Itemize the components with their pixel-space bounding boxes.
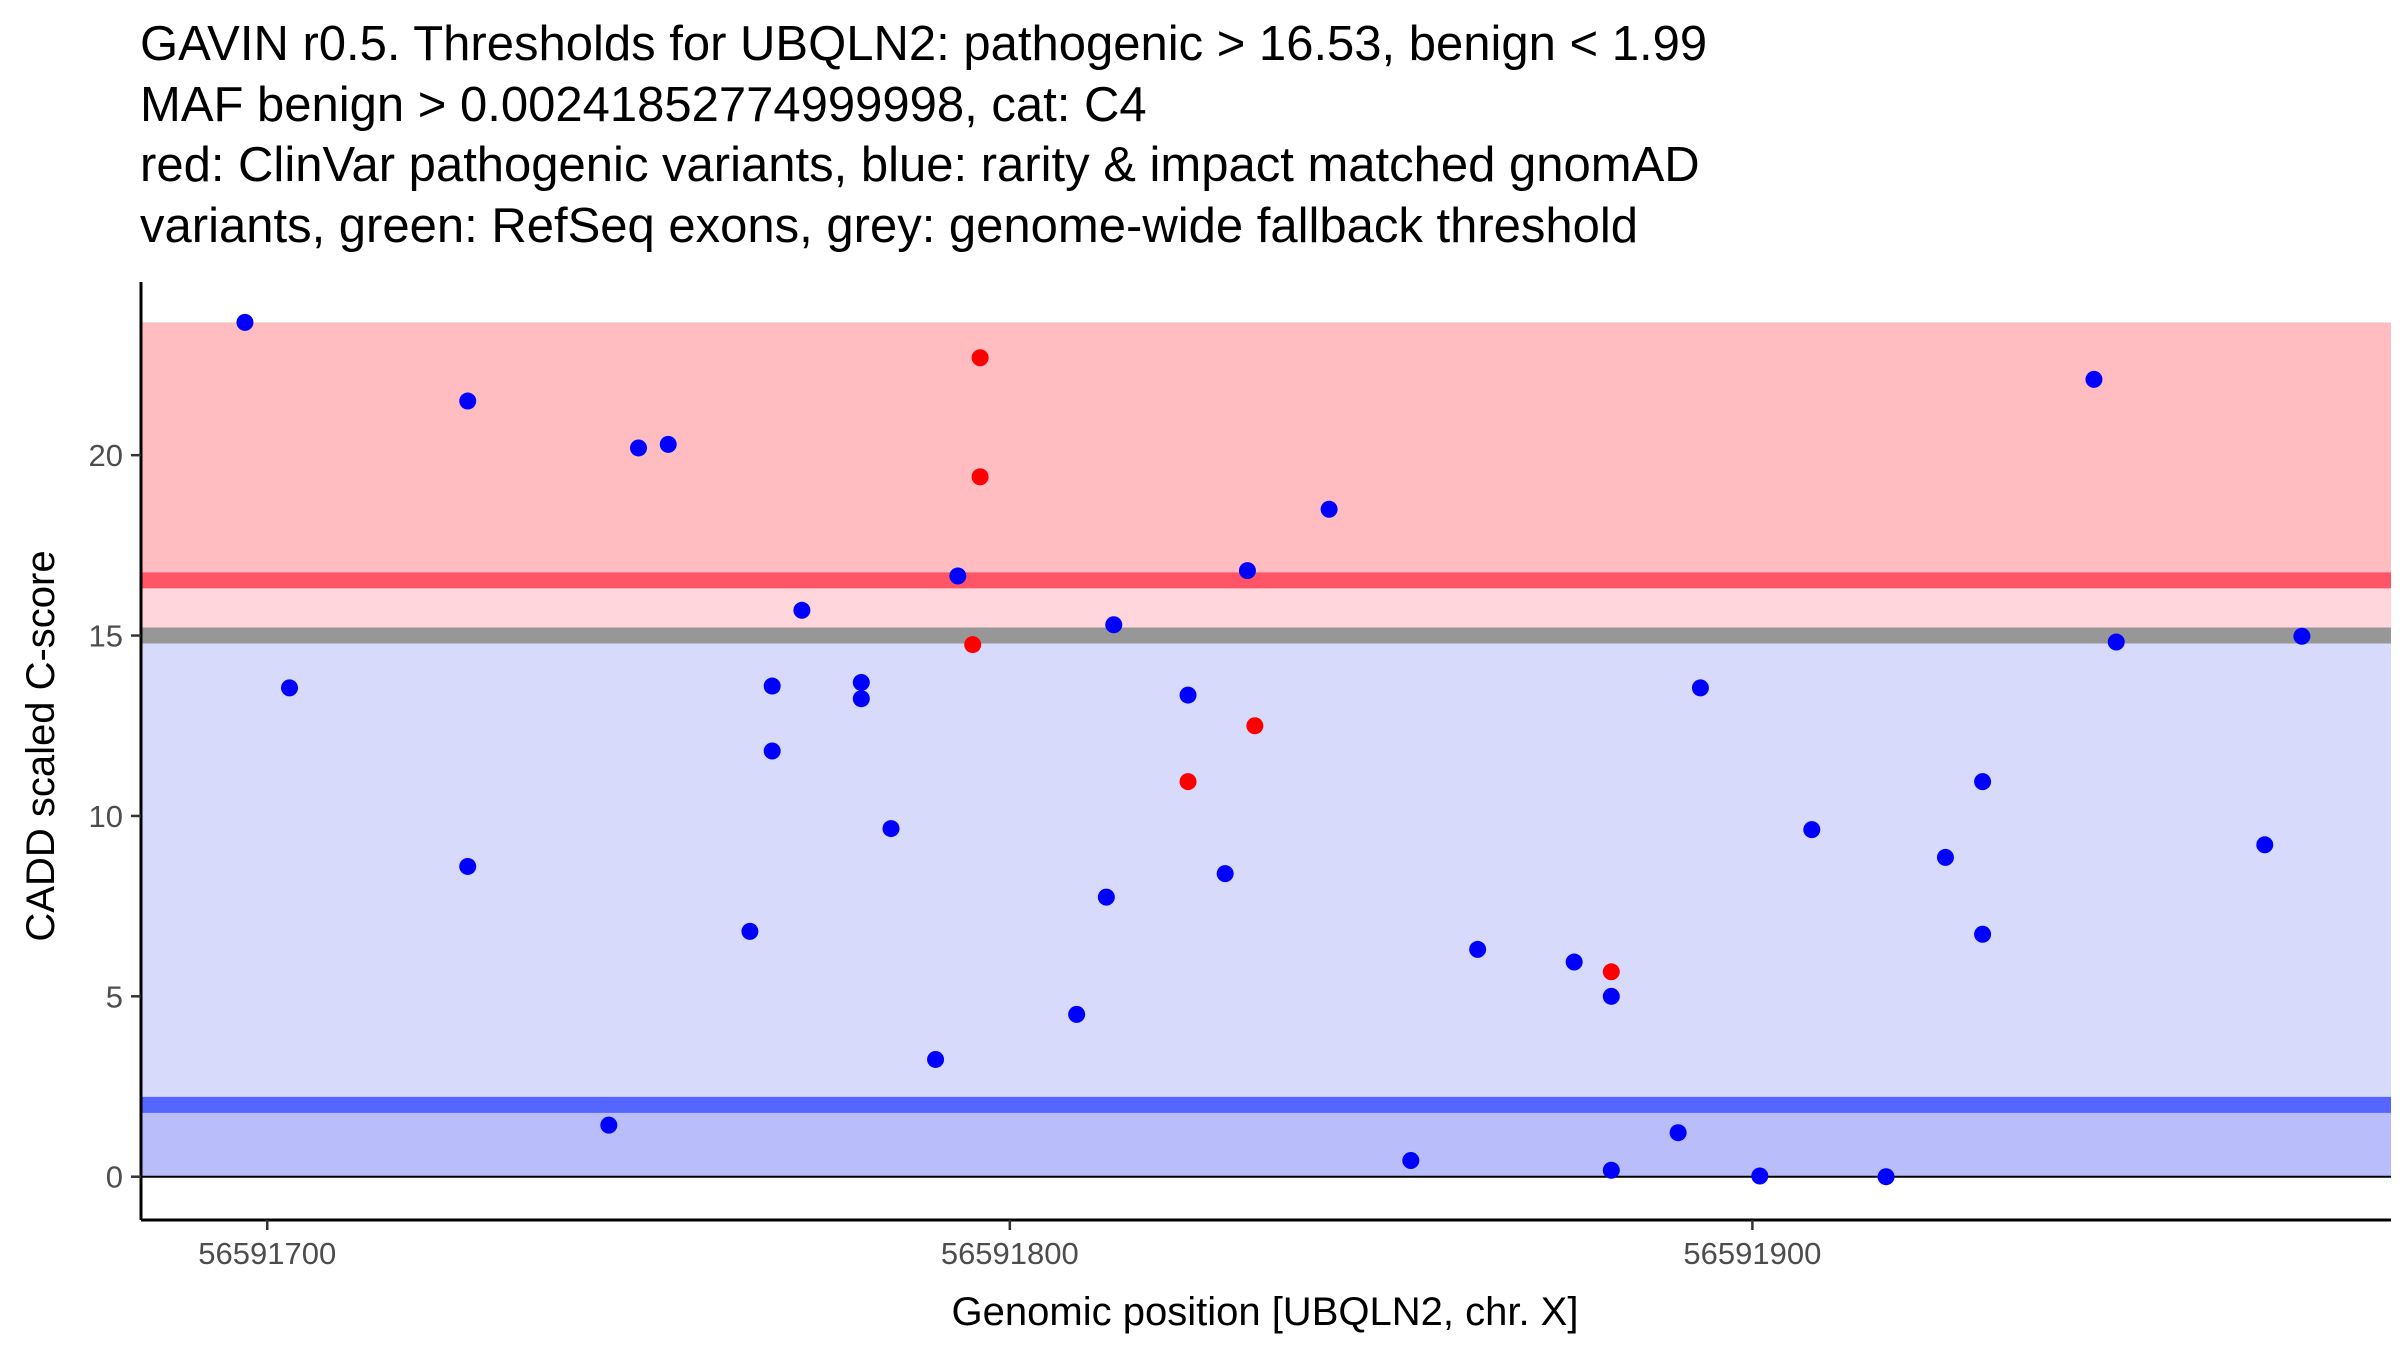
x-tick-label-56591700: 56591700 (198, 1236, 336, 1271)
gnomad-point-36 (2085, 370, 2103, 388)
gnomad-point-35 (1974, 925, 1992, 943)
y-tick-label-5: 5 (106, 979, 123, 1014)
title-line-1: GAVIN r0.5. Thresholds for UBQLN2: patho… (140, 17, 1708, 71)
title-line-2: MAF benign > 0.00241852774999998, cat: C… (140, 77, 1147, 132)
gnomad-point-32 (1877, 1168, 1895, 1186)
clinvar-point-1 (971, 468, 989, 486)
gnomad-point-0 (236, 313, 254, 331)
gnomad-point-19 (1179, 686, 1197, 704)
gnomad-point-5 (630, 439, 648, 457)
gnomad-point-25 (1565, 953, 1583, 971)
gnomad-point-3 (459, 857, 477, 875)
gnomad-point-6 (659, 435, 677, 453)
threshold-bands (141, 322, 2391, 1177)
gnomad-point-33 (1936, 848, 1954, 866)
gnomad-point-21 (1238, 562, 1256, 580)
clinvar-point-3 (1246, 717, 1264, 735)
gnomad-point-13 (882, 820, 900, 838)
gnomad-point-31 (1803, 821, 1821, 839)
title-line-4: variants, green: RefSeq exons, grey: gen… (140, 198, 1639, 253)
y-tick-label-0: 0 (106, 1160, 123, 1195)
gnomad-point-15 (949, 567, 967, 585)
gnomad-point-30 (1751, 1167, 1769, 1185)
gnomad-point-14 (927, 1050, 945, 1068)
gnomad-point-12 (852, 690, 870, 708)
pathogenic-zone-band (141, 322, 2391, 581)
gnomad-point-34 (1974, 773, 1992, 791)
gnomad-point-4 (600, 1116, 618, 1134)
gnomad-point-1 (281, 679, 299, 697)
gnomad-point-27 (1602, 1161, 1620, 1179)
gnomad-point-37 (2107, 633, 2125, 651)
y-tick-label-15: 15 (89, 619, 123, 654)
x-tick-label-56591900: 56591900 (1683, 1236, 1821, 1271)
gnomad-point-10 (793, 601, 811, 619)
clinvar-point-4 (1179, 773, 1197, 791)
gnomad-point-29 (1691, 679, 1709, 697)
gnomad-point-11 (852, 673, 870, 691)
clinvar-point-0 (971, 349, 989, 367)
y-tick-label-10: 10 (89, 799, 123, 834)
x-tick-label-56591800: 56591800 (941, 1236, 1079, 1271)
gnomad-point-24 (1469, 940, 1487, 958)
gnomad-point-8 (763, 677, 781, 695)
gnomad-point-38 (2256, 836, 2274, 854)
intermediate-zone-band (141, 580, 2391, 636)
gnomad-point-18 (1105, 616, 1123, 634)
gnomad-point-16 (1068, 1005, 1086, 1023)
gnomad-point-7 (741, 922, 759, 940)
gnomad-point-26 (1602, 987, 1620, 1005)
threshold-lines (141, 572, 2391, 1178)
chart-title: GAVIN r0.5. Thresholds for UBQLN2: patho… (140, 14, 1707, 256)
clinvar-point-2 (964, 636, 982, 654)
gnomad-point-28 (1669, 1124, 1687, 1142)
clinvar-point-5 (1602, 963, 1620, 981)
gnomad-point-23 (1402, 1151, 1420, 1169)
gnomad-point-2 (459, 392, 477, 410)
y-axis-title: CADD scaled C-score (19, 550, 63, 941)
axes: 0 5 10 15 20 56591700 56591800 56591900 (89, 282, 2391, 1271)
benign-zone-band (141, 1104, 2391, 1177)
gnomad-point-22 (1320, 500, 1338, 518)
gnomad-point-17 (1097, 888, 1115, 906)
x-axis-title: Genomic position [UBQLN2, chr. X] (952, 1290, 1579, 1334)
y-tick-label-20: 20 (89, 438, 123, 473)
gnomad-point-20 (1216, 865, 1234, 883)
moderate-zone-band (141, 635, 2391, 1105)
title-line-3: red: ClinVar pathogenic variants, blue: … (140, 138, 1700, 192)
gnomad-point-9 (763, 742, 781, 760)
gnomad-point-39 (2293, 627, 2311, 645)
data-points (236, 313, 2311, 1186)
